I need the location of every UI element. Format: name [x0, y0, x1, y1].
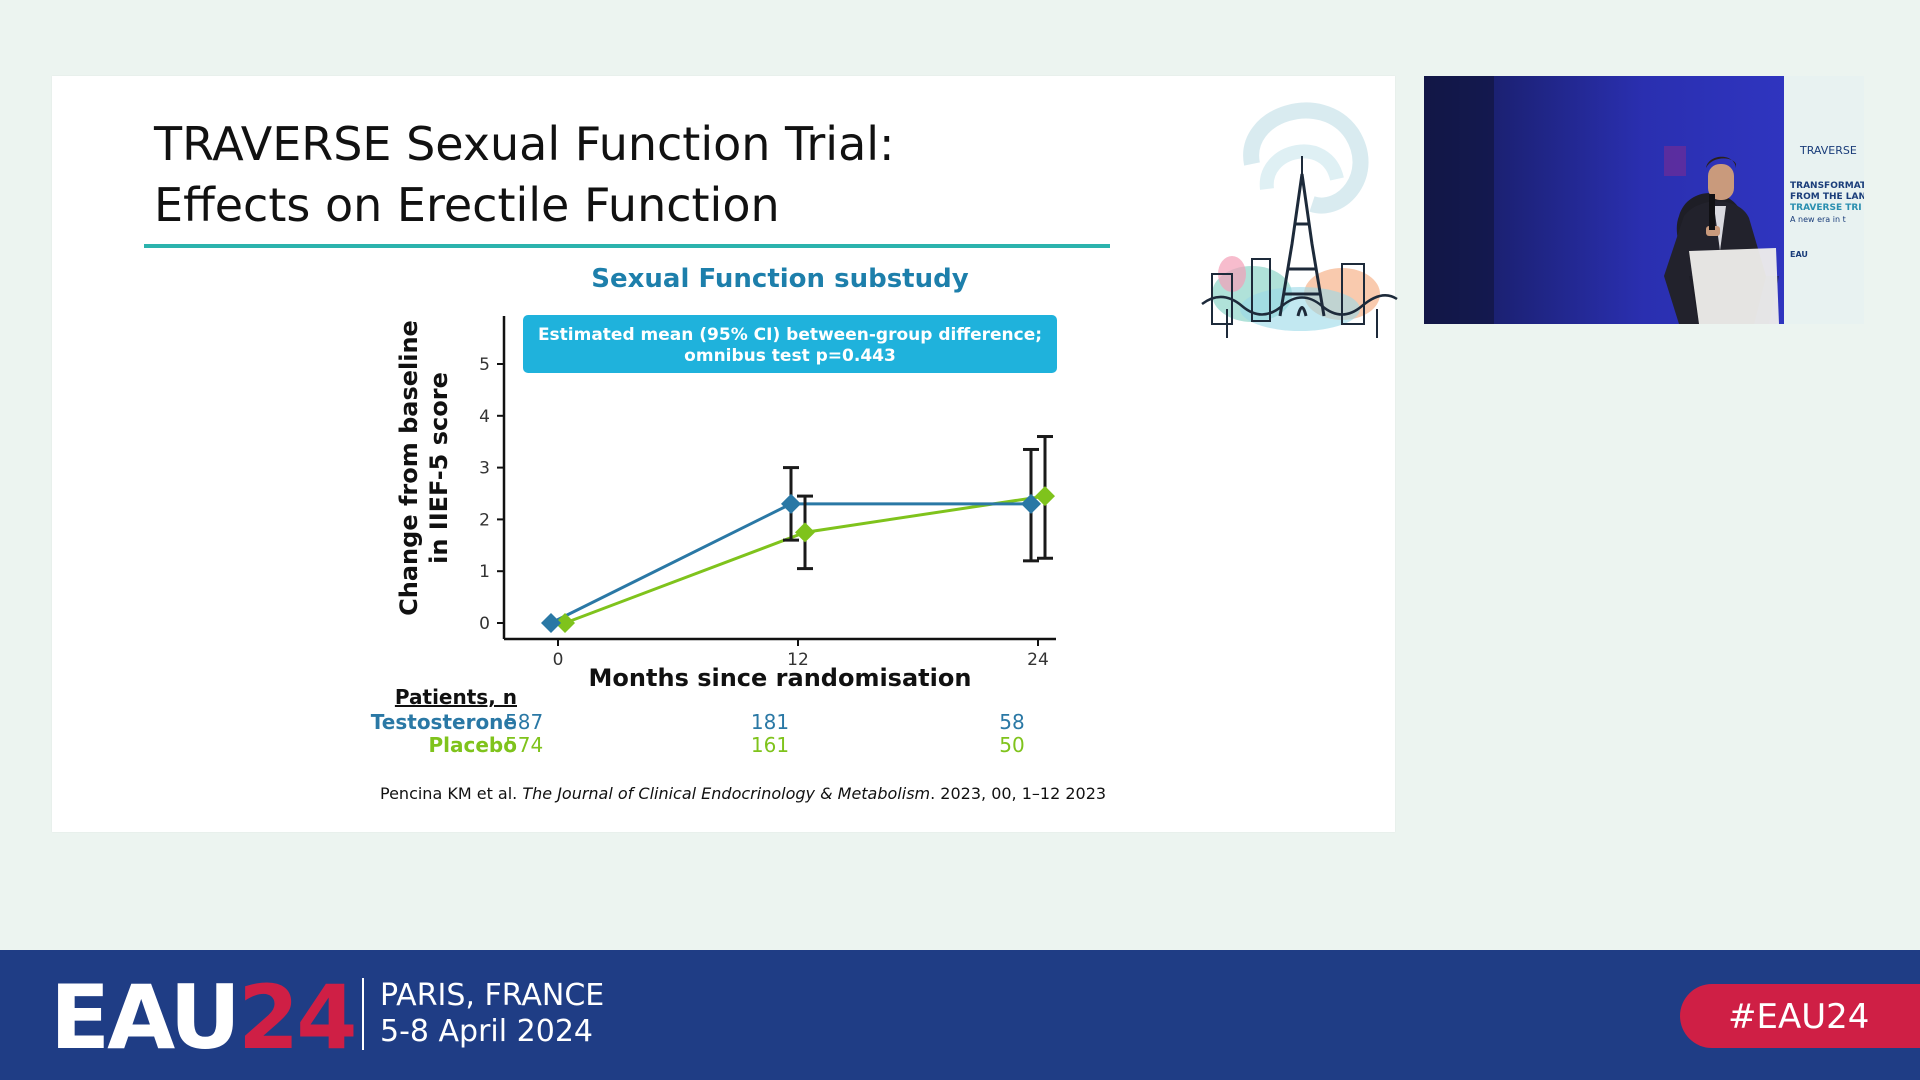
footer-divider [362, 978, 364, 1050]
event-dates: 5-8 April 2024 [380, 1014, 593, 1049]
y-axis-label-line-2: in IIEF-5 score [425, 372, 453, 564]
patients-count: 58 [999, 710, 1024, 734]
annotation-box: Estimated mean (95% CI) between-group di… [523, 315, 1057, 373]
presentation-slide: TRAVERSE Sexual Function Trial: Effects … [52, 76, 1398, 832]
patients-header: Patients, n [395, 685, 517, 709]
hashtag-text: #EAU24 [1728, 997, 1870, 1037]
patients-group-label: Placebo [429, 733, 518, 757]
slide-title-line-1: TRAVERSE Sexual Function Trial: [154, 117, 895, 171]
y-tick-label: 3 [479, 459, 490, 479]
data-point-testosterone [1021, 493, 1041, 514]
title-divider [144, 244, 1110, 248]
data-point-placebo [795, 522, 815, 543]
citation-authors: Pencina KM et al. [380, 784, 523, 803]
logo-eau-text: EAU [50, 966, 241, 1069]
data-point-placebo [1035, 486, 1055, 507]
x-tick-label: 12 [787, 650, 809, 670]
patients-count: 181 [751, 710, 789, 734]
patients-count: 161 [751, 733, 789, 757]
y-tick-label: 2 [479, 510, 490, 530]
video-backdrop-line-2: TRANSFORMAT [1790, 181, 1864, 191]
citation: Pencina KM et al. The Journal of Clinica… [380, 784, 1106, 803]
y-tick-label: 4 [479, 407, 490, 427]
chart-title: Sexual Function substudy [591, 264, 968, 294]
data-point-placebo [555, 613, 575, 633]
chart: Sexual Function substudy Estimated mean … [371, 264, 1057, 757]
speaker-video: TRAVERSE TRANSFORMAT FROM THE LAN TRAVER… [1424, 76, 1864, 324]
patients-count: 587 [505, 710, 543, 734]
patients-group-label: Testosterone [371, 710, 517, 734]
video-backdrop-line-6: EAU [1790, 250, 1808, 259]
y-tick-label: 5 [479, 355, 490, 375]
x-tick-label: 0 [553, 650, 564, 670]
video-backdrop-line-5: A new era in t [1790, 215, 1846, 224]
citation-journal: The Journal of Clinical Endocrinology & … [522, 784, 931, 803]
y-tick-label: 0 [479, 614, 490, 634]
video-backdrop-line-3: FROM THE LAN [1790, 192, 1864, 202]
x-tick-label: 24 [1027, 650, 1049, 670]
data-point-testosterone [781, 493, 801, 514]
citation-details: . 2023, 00, 1–12 2023 [930, 784, 1107, 803]
logo-year-text: 24 [237, 966, 357, 1069]
eau24-logo: EAU 24 [50, 966, 357, 1069]
speaker-video-frame: TRAVERSE TRANSFORMAT FROM THE LAN TRAVER… [1424, 76, 1864, 324]
y-tick-label: 1 [479, 562, 490, 582]
footer-bar: EAU 24 PARIS, FRANCE 5-8 April 2024 #EAU2… [0, 950, 1920, 1080]
paris-eiffel-tower-icon [1201, 102, 1398, 338]
y-axis-label: Change from baseline in IIEF-5 score [395, 320, 453, 616]
slide-title-line-2: Effects on Erectile Function [154, 178, 780, 232]
data-point-testosterone [541, 613, 561, 633]
patients-count: 574 [505, 733, 543, 757]
annotation-line-1: Estimated mean (95% CI) between-group di… [538, 325, 1042, 345]
video-backdrop-line-1: TRAVERSE [1799, 144, 1857, 157]
video-backdrop-line-4: TRAVERSE TRI [1790, 203, 1862, 213]
annotation-line-2: omnibus test p=0.443 [684, 346, 896, 366]
event-location: PARIS, FRANCE [380, 978, 605, 1013]
patients-count: 50 [999, 733, 1024, 757]
x-axis-label: Months since randomisation [589, 664, 972, 692]
slide-title: TRAVERSE Sexual Function Trial: Effects … [154, 114, 895, 236]
hashtag-badge: #EAU24 [1680, 984, 1920, 1048]
y-axis-label-line-1: Change from baseline [395, 320, 423, 616]
